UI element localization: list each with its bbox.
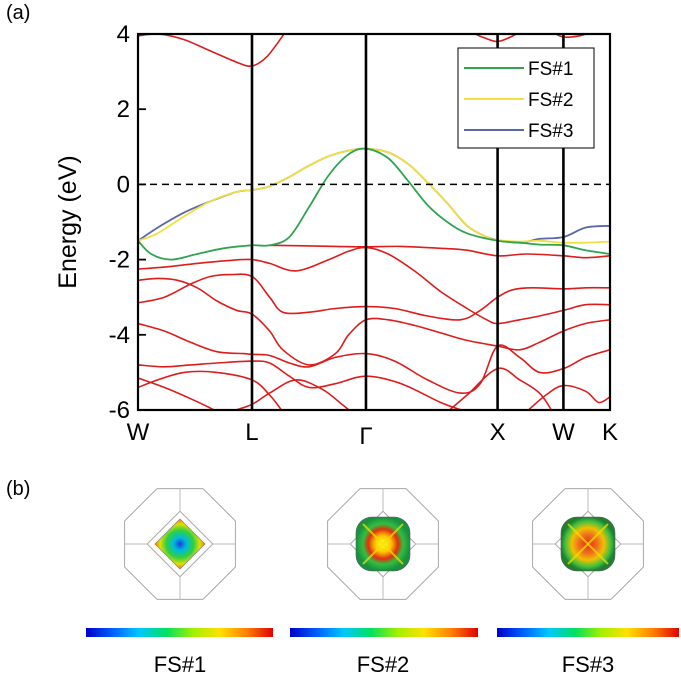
legend: FS#1 FS#2 FS#3 bbox=[457, 47, 595, 149]
band-line-15 bbox=[448, 367, 553, 410]
band-line-fs1 bbox=[138, 147, 610, 261]
band-line-8 bbox=[138, 273, 610, 321]
colorbar-fs2 bbox=[290, 628, 478, 637]
band-line-10 bbox=[138, 322, 610, 394]
bz-outline bbox=[532, 488, 644, 600]
band-line-fs3 bbox=[138, 147, 610, 244]
panel-label-b: (b) bbox=[6, 478, 31, 500]
band-line-16 bbox=[527, 384, 610, 410]
bz-outline bbox=[124, 488, 236, 600]
colorbar-fs1 bbox=[86, 628, 273, 637]
legend-label-1: FS#1 bbox=[528, 59, 573, 80]
fs2-caption: FS#2 bbox=[356, 652, 410, 677]
band-line-11 bbox=[138, 360, 464, 410]
band-line-3 bbox=[138, 34, 286, 67]
y-tick-label-4: -4 bbox=[109, 322, 130, 349]
colorbar-fs3 bbox=[497, 628, 679, 637]
brillouin-zone-2 bbox=[327, 488, 439, 600]
x-tick-label-2: Γ bbox=[359, 423, 372, 450]
legend-label-3: FS#3 bbox=[528, 121, 573, 142]
band-line-6 bbox=[269, 244, 610, 259]
x-tick-label-0: W bbox=[127, 419, 150, 446]
brillouin-zone-1 bbox=[124, 488, 236, 600]
band-line-7 bbox=[138, 246, 610, 325]
fs-highlight bbox=[567, 523, 609, 565]
legend-label-2: FS#2 bbox=[528, 90, 573, 111]
y-tick-label-5: -6 bbox=[109, 397, 130, 424]
y-tick-label-3: -2 bbox=[109, 247, 130, 274]
x-tick-label-1: L bbox=[245, 419, 258, 446]
band-line-13 bbox=[138, 370, 283, 410]
plot-frame bbox=[136, 32, 612, 412]
fermi-surface-panel bbox=[124, 488, 644, 600]
y-axis-label: Energy (eV) bbox=[54, 155, 82, 288]
band-line-9 bbox=[138, 277, 610, 366]
fs1-caption: FS#1 bbox=[153, 652, 207, 677]
fs3-caption: FS#3 bbox=[561, 652, 615, 677]
x-tick-label-3: X bbox=[490, 419, 506, 446]
brillouin-zone-3 bbox=[532, 488, 644, 600]
fermi-surface-fs1 bbox=[154, 518, 206, 570]
y-tick-label-2: 0 bbox=[117, 171, 130, 198]
y-tick-label-1: 2 bbox=[117, 96, 130, 123]
x-tick-label-5: K bbox=[602, 419, 618, 446]
bz-outline bbox=[327, 488, 439, 600]
band-lines bbox=[138, 34, 610, 410]
fs-highlight bbox=[362, 523, 404, 565]
panel-label-a: (a) bbox=[6, 2, 31, 24]
y-tick-label-0: 4 bbox=[117, 21, 130, 48]
x-tick-label-4: W bbox=[552, 419, 575, 446]
band-line-fs2 bbox=[138, 147, 610, 244]
